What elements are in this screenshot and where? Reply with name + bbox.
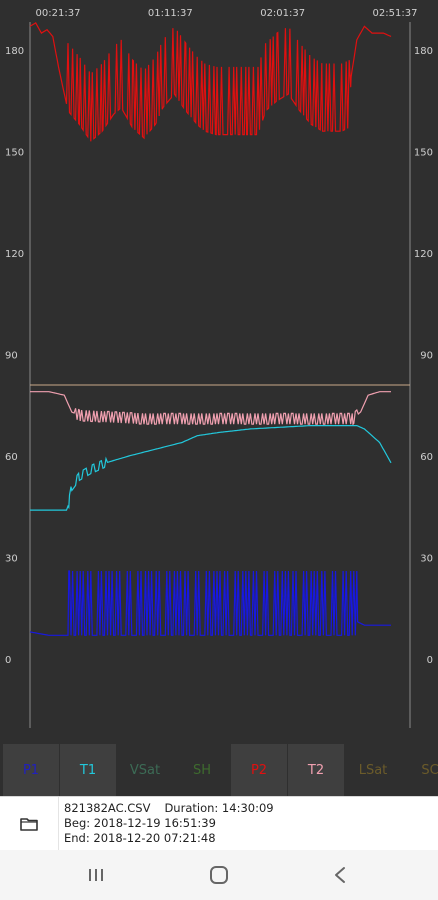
y-tick-label-right: 120 bbox=[414, 249, 433, 260]
channel-tab-label: SC bbox=[421, 762, 438, 778]
chart-axes bbox=[29, 22, 411, 728]
channel-tab-vsat[interactable]: VSat bbox=[117, 744, 173, 796]
channel-tab-label: P2 bbox=[250, 762, 268, 778]
channel-tab-sh[interactable]: SH bbox=[174, 744, 230, 796]
recent-apps-button[interactable] bbox=[76, 860, 116, 890]
time-tick-label: 00:21:37 bbox=[36, 8, 81, 19]
y-tick-label-right: 60 bbox=[420, 452, 433, 463]
channel-tab-sc[interactable]: SC bbox=[402, 744, 438, 796]
y-tick-label-right: 30 bbox=[420, 554, 433, 565]
channel-tab-label: T1 bbox=[79, 762, 97, 778]
channel-tab-p1[interactable]: P1 bbox=[3, 744, 59, 796]
y-tick-label-right: 0 bbox=[427, 655, 433, 666]
home-icon bbox=[210, 866, 228, 884]
system-nav-bar bbox=[0, 850, 438, 900]
y-tick-label-left: 180 bbox=[5, 46, 24, 57]
y-tick-label-left: 60 bbox=[5, 452, 18, 463]
series-line-p2 bbox=[29, 22, 392, 142]
file-info-panel: 821382AC.CSV Duration: 14:30:09 Beg: 2018… bbox=[0, 796, 438, 851]
y-tick-label-right: 180 bbox=[414, 46, 433, 57]
series-line-t2 bbox=[30, 391, 391, 426]
channel-tab-label: T2 bbox=[307, 762, 325, 778]
y-tick-label-left: 0 bbox=[5, 655, 11, 666]
file-details: 821382AC.CSV Duration: 14:30:09 Beg: 2018… bbox=[64, 801, 274, 846]
home-button[interactable] bbox=[199, 860, 239, 890]
channel-tab-p2[interactable]: P2 bbox=[231, 744, 287, 796]
channel-tab-label: SH bbox=[192, 762, 212, 778]
time-tick-label: 02:51:37 bbox=[373, 8, 418, 19]
trend-chart: 00:21:37 01:11:37 02:01:37 02:51:37 180 180 15… bbox=[5, 8, 433, 728]
file-name: 821382AC.CSV bbox=[64, 801, 151, 815]
time-tick-label: 01:11:37 bbox=[148, 8, 193, 19]
file-duration: Duration: 14:30:09 bbox=[164, 801, 274, 815]
y-tick-label-left: 90 bbox=[5, 351, 18, 362]
channel-tab-label: P1 bbox=[22, 762, 40, 778]
y-tick-label-left: 150 bbox=[5, 148, 24, 159]
open-file-button[interactable] bbox=[0, 797, 59, 851]
channel-tab-lsat[interactable]: LSat bbox=[345, 744, 401, 796]
y-tick-label-left: 120 bbox=[5, 249, 24, 260]
y-tick-label-right: 150 bbox=[414, 148, 433, 159]
channel-tab-label: VSat bbox=[129, 762, 161, 778]
recent-apps-icon bbox=[89, 869, 103, 881]
series-line-p1 bbox=[29, 570, 391, 636]
y-tick-label-right: 90 bbox=[420, 351, 433, 362]
time-tick-label: 02:01:37 bbox=[260, 8, 305, 19]
series-line-t1 bbox=[30, 425, 392, 511]
y-tick-label-left: 30 bbox=[5, 554, 18, 565]
chart-series bbox=[29, 22, 392, 636]
chart-labels: 00:21:37 01:11:37 02:01:37 02:51:37 180 180 15… bbox=[5, 8, 433, 666]
channel-tab-bar: P1 T1 VSat SH P2 T2 LSat SC bbox=[0, 744, 438, 796]
folder-icon bbox=[20, 818, 38, 831]
back-button[interactable] bbox=[320, 860, 360, 890]
file-end: End: 2018-12-20 07:21:48 bbox=[64, 831, 216, 845]
channel-tab-t2[interactable]: T2 bbox=[288, 744, 344, 796]
back-icon bbox=[335, 867, 345, 883]
channel-tab-t1[interactable]: T1 bbox=[60, 744, 116, 796]
file-begin: Beg: 2018-12-19 16:51:39 bbox=[64, 816, 216, 830]
channel-tab-label: LSat bbox=[358, 762, 388, 778]
